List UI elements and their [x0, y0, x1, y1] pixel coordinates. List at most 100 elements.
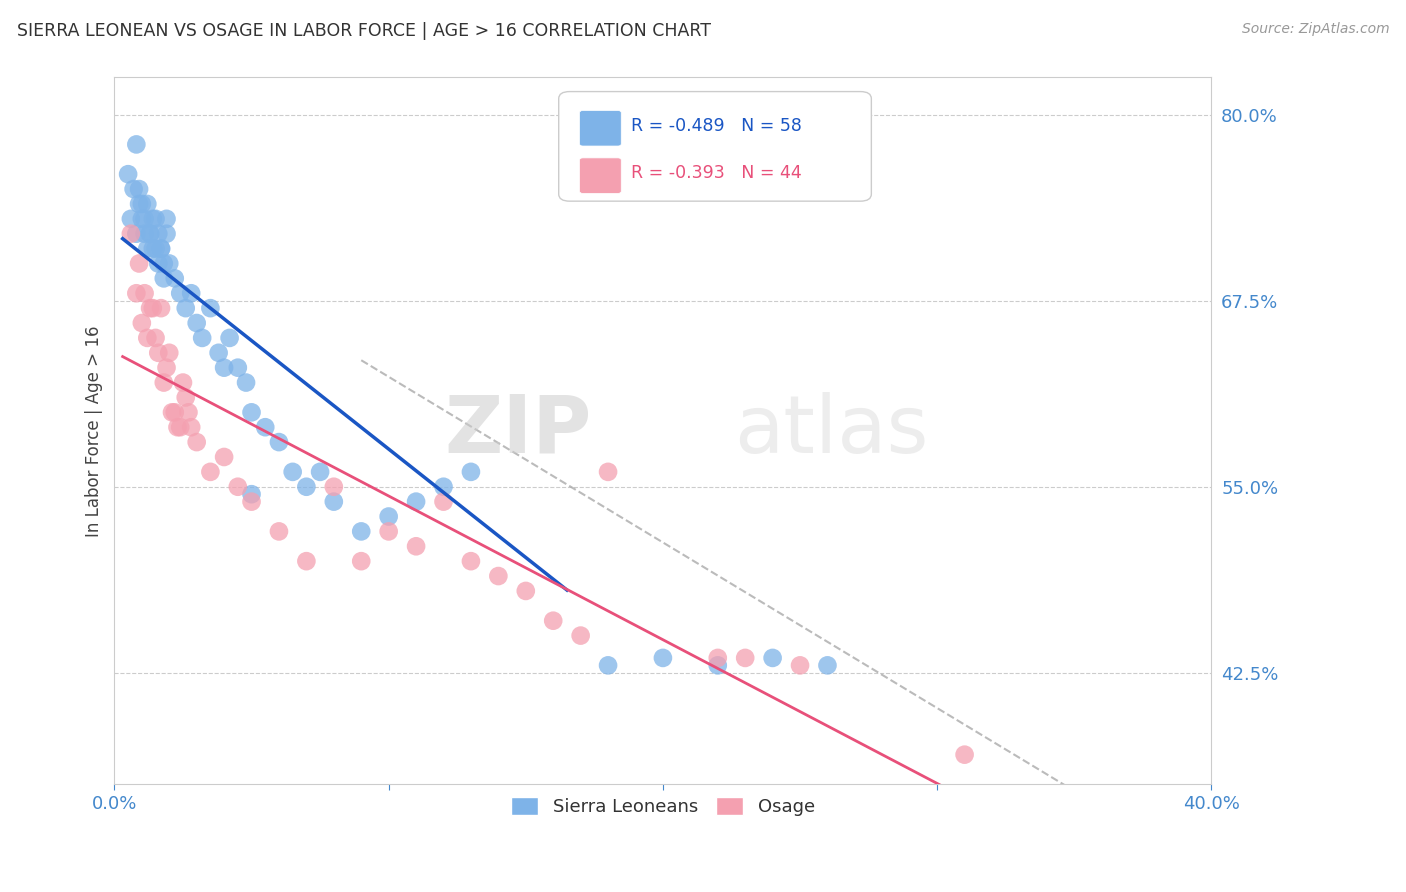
Point — [134, 227, 156, 241]
Point — [405, 539, 427, 553]
Point — [460, 465, 482, 479]
Point — [180, 286, 202, 301]
Point — [295, 480, 318, 494]
Point — [235, 376, 257, 390]
Point — [142, 211, 165, 226]
Point — [134, 211, 156, 226]
Point — [432, 494, 454, 508]
Point — [350, 524, 373, 539]
Point — [152, 376, 174, 390]
Point — [377, 509, 399, 524]
Point — [142, 242, 165, 256]
Point — [139, 227, 162, 241]
Point — [322, 480, 344, 494]
Point — [163, 271, 186, 285]
FancyBboxPatch shape — [579, 158, 621, 194]
Point — [267, 524, 290, 539]
Point — [254, 420, 277, 434]
Text: atlas: atlas — [734, 392, 928, 470]
Text: ZIP: ZIP — [444, 392, 592, 470]
Point — [122, 182, 145, 196]
Point — [953, 747, 976, 762]
Point — [148, 227, 170, 241]
Text: SIERRA LEONEAN VS OSAGE IN LABOR FORCE | AGE > 16 CORRELATION CHART: SIERRA LEONEAN VS OSAGE IN LABOR FORCE |… — [17, 22, 711, 40]
Point — [125, 286, 148, 301]
Point — [150, 242, 173, 256]
Point — [131, 211, 153, 226]
Point — [180, 420, 202, 434]
Point — [281, 465, 304, 479]
Point — [131, 316, 153, 330]
Point — [707, 658, 730, 673]
Point — [134, 286, 156, 301]
Point — [486, 569, 509, 583]
Point — [174, 301, 197, 315]
FancyBboxPatch shape — [558, 92, 872, 202]
Point — [191, 331, 214, 345]
Point — [762, 651, 785, 665]
Point — [177, 405, 200, 419]
Point — [139, 227, 162, 241]
Point — [207, 346, 229, 360]
Point — [145, 211, 167, 226]
Point — [150, 242, 173, 256]
Point — [226, 360, 249, 375]
Point — [789, 658, 811, 673]
Text: R = -0.489   N = 58: R = -0.489 N = 58 — [631, 117, 801, 135]
Point — [226, 480, 249, 494]
Point — [309, 465, 332, 479]
Point — [460, 554, 482, 568]
Point — [157, 346, 180, 360]
Point — [377, 524, 399, 539]
Point — [295, 554, 318, 568]
Text: Source: ZipAtlas.com: Source: ZipAtlas.com — [1241, 22, 1389, 37]
Legend: Sierra Leoneans, Osage: Sierra Leoneans, Osage — [502, 788, 824, 825]
Text: R = -0.393   N = 44: R = -0.393 N = 44 — [631, 164, 801, 182]
Point — [155, 227, 177, 241]
Point — [131, 197, 153, 211]
Point — [155, 211, 177, 226]
Point — [515, 583, 537, 598]
Point — [169, 286, 191, 301]
Point — [734, 651, 756, 665]
Point — [172, 376, 194, 390]
Point — [186, 316, 208, 330]
Point — [157, 256, 180, 270]
Point — [267, 435, 290, 450]
Point — [152, 271, 174, 285]
Point — [160, 405, 183, 419]
Point — [139, 301, 162, 315]
Point — [148, 346, 170, 360]
Point — [596, 658, 619, 673]
Point — [169, 420, 191, 434]
Point — [200, 465, 222, 479]
Point — [405, 494, 427, 508]
Point — [152, 256, 174, 270]
Point — [136, 197, 159, 211]
Point — [569, 629, 592, 643]
Point — [120, 227, 142, 241]
Point — [145, 242, 167, 256]
Point — [432, 480, 454, 494]
Point — [651, 651, 673, 665]
Point — [155, 360, 177, 375]
Point — [174, 391, 197, 405]
FancyBboxPatch shape — [579, 111, 621, 146]
Point — [120, 211, 142, 226]
Point — [128, 256, 150, 270]
Point — [128, 197, 150, 211]
Point — [166, 420, 188, 434]
Point — [148, 256, 170, 270]
Point — [218, 331, 240, 345]
Point — [125, 227, 148, 241]
Point — [128, 182, 150, 196]
Point — [596, 465, 619, 479]
Point — [322, 494, 344, 508]
Point — [150, 301, 173, 315]
Point — [125, 137, 148, 152]
Point — [136, 331, 159, 345]
Point — [186, 435, 208, 450]
Point — [212, 450, 235, 464]
Point — [817, 658, 839, 673]
Point — [200, 301, 222, 315]
